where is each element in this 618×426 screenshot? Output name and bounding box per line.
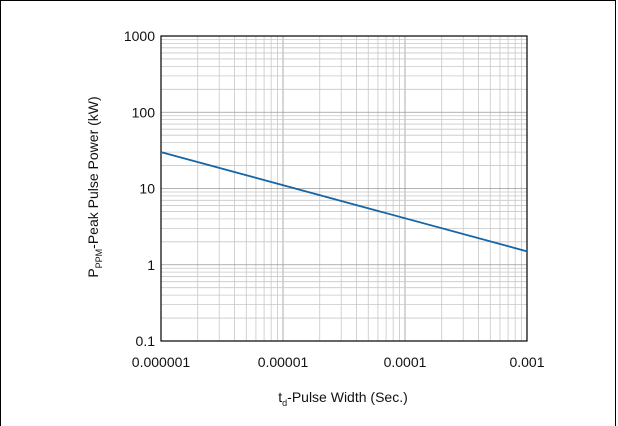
y-tick-label: 1000: [124, 28, 155, 44]
x-axis-label-sub: d: [282, 398, 287, 408]
x-tick-label: 0.0001: [384, 354, 427, 370]
y-axis-label: PPPM-Peak Pulse Power (kW): [85, 96, 104, 277]
plot-border: [160, 35, 528, 342]
x-tick-label: 0.000001: [132, 354, 191, 370]
y-tick-labels: 0.1 1 10 100 1000: [124, 28, 155, 349]
x-axis-label-main: t: [278, 389, 282, 405]
y-tick-label: 100: [132, 104, 156, 120]
grid-lines: [161, 36, 527, 341]
x-axis-label: td-Pulse Width (Sec.): [278, 389, 408, 408]
y-tick-label: 0.1: [136, 333, 156, 349]
y-axis-label-main: P: [85, 268, 101, 277]
series-line-0: [160, 151, 528, 253]
y-axis-label-rest: -Peak Pulse Power (kW): [85, 96, 101, 248]
x-axis-label-rest: -Pulse Width (Sec.): [287, 389, 408, 405]
y-tick-label: 1: [147, 257, 155, 273]
x-tick-label: 0.00001: [258, 354, 309, 370]
x-tick-label: 0.001: [509, 354, 544, 370]
y-tick-label: 10: [139, 181, 155, 197]
x-tick-labels: 0.000001 0.00001 0.0001 0.001: [132, 354, 545, 370]
y-axis-label-sub: PPM: [94, 249, 104, 269]
series-layer: [160, 151, 528, 253]
